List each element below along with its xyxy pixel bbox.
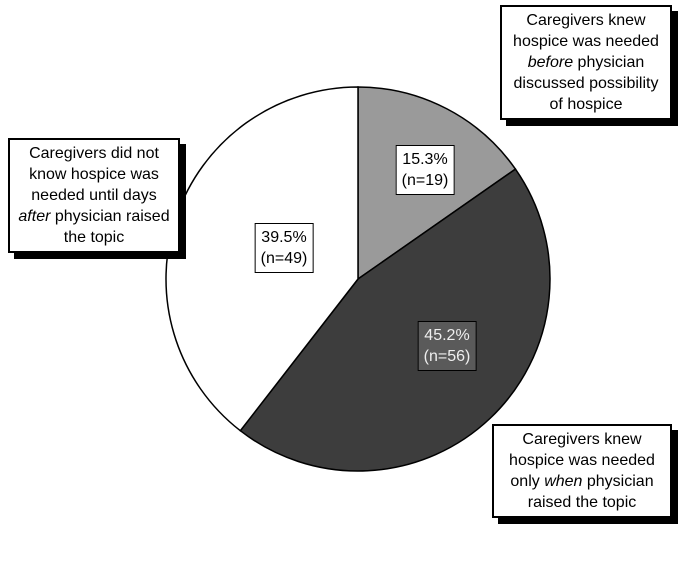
callout: Caregivers knew hospice was needed only … [492,424,672,518]
percent-label: 15.3% [402,151,448,168]
callout-text: physician raised the topic [527,473,654,511]
emphasis-text: when [544,473,583,490]
data-label: 15.3% (n=19) [395,145,455,195]
count-label: (n=19) [401,172,449,189]
pie-slice [239,168,551,472]
callout-text: physician discussed possibility of hospi… [513,54,659,113]
percent-label: 45.2% [424,327,470,344]
callout-text: Caregivers knew hospice was needed [513,12,659,50]
data-label: 45.2% (n=56) [417,321,477,371]
data-label: 39.5% (n=49) [254,223,314,273]
callout-text: Caregivers knew hospice was needed only [509,431,655,490]
count-label: (n=49) [260,250,308,267]
callout: Caregivers knew hospice was needed befor… [500,5,672,120]
emphasis-text: before [527,54,574,71]
emphasis-text: after [18,208,51,225]
callout-text: Caregivers did not know hospice was need… [29,145,159,204]
percent-label: 39.5% [261,229,307,246]
callout-text: physician raised the topic [50,208,170,246]
count-label: (n=56) [423,348,471,365]
callout: Caregivers did not know hospice was need… [8,138,180,253]
